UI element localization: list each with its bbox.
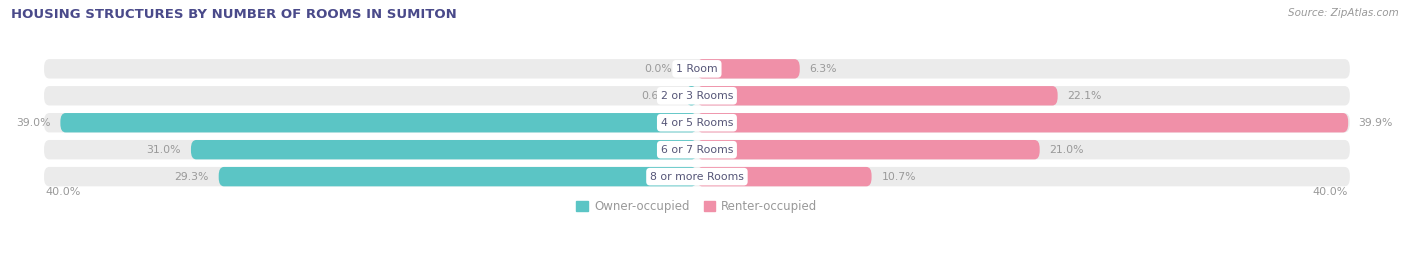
FancyBboxPatch shape xyxy=(44,86,1350,105)
Text: 10.7%: 10.7% xyxy=(882,172,915,182)
FancyBboxPatch shape xyxy=(44,167,1350,186)
Text: 40.0%: 40.0% xyxy=(1313,187,1348,197)
Text: 40.0%: 40.0% xyxy=(45,187,82,197)
Text: 6.3%: 6.3% xyxy=(810,64,837,74)
Legend: Owner-occupied, Renter-occupied: Owner-occupied, Renter-occupied xyxy=(572,195,823,218)
Text: 2 or 3 Rooms: 2 or 3 Rooms xyxy=(661,91,733,101)
FancyBboxPatch shape xyxy=(686,86,697,105)
Text: 39.9%: 39.9% xyxy=(1358,118,1392,128)
FancyBboxPatch shape xyxy=(697,167,872,186)
Text: 39.0%: 39.0% xyxy=(15,118,51,128)
Text: 0.0%: 0.0% xyxy=(645,64,672,74)
FancyBboxPatch shape xyxy=(697,59,800,79)
Text: 31.0%: 31.0% xyxy=(146,145,181,155)
Text: 6 or 7 Rooms: 6 or 7 Rooms xyxy=(661,145,733,155)
Text: Source: ZipAtlas.com: Source: ZipAtlas.com xyxy=(1288,8,1399,18)
FancyBboxPatch shape xyxy=(44,140,1350,160)
FancyBboxPatch shape xyxy=(44,59,1350,79)
Text: 1 Room: 1 Room xyxy=(676,64,717,74)
Text: HOUSING STRUCTURES BY NUMBER OF ROOMS IN SUMITON: HOUSING STRUCTURES BY NUMBER OF ROOMS IN… xyxy=(11,8,457,21)
Text: 8 or more Rooms: 8 or more Rooms xyxy=(650,172,744,182)
FancyBboxPatch shape xyxy=(60,113,697,132)
Text: 4 or 5 Rooms: 4 or 5 Rooms xyxy=(661,118,733,128)
FancyBboxPatch shape xyxy=(697,86,1057,105)
FancyBboxPatch shape xyxy=(44,113,1350,132)
Text: 0.67%: 0.67% xyxy=(641,91,676,101)
FancyBboxPatch shape xyxy=(219,167,697,186)
Text: 29.3%: 29.3% xyxy=(174,172,209,182)
Text: 21.0%: 21.0% xyxy=(1049,145,1084,155)
FancyBboxPatch shape xyxy=(191,140,697,160)
FancyBboxPatch shape xyxy=(697,113,1348,132)
FancyBboxPatch shape xyxy=(697,140,1039,160)
Text: 22.1%: 22.1% xyxy=(1067,91,1102,101)
